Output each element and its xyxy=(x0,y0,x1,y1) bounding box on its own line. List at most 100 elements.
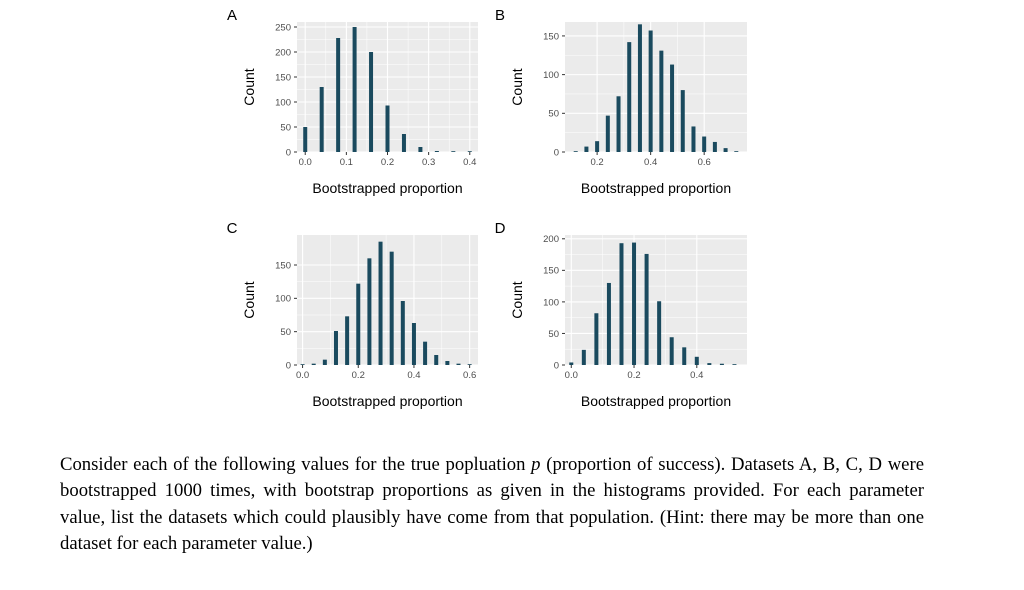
histogram-bar xyxy=(637,24,642,153)
y-tick-label: 0 xyxy=(554,147,559,158)
histogram-bar xyxy=(669,337,674,365)
histogram-bar xyxy=(723,148,728,152)
histogram-bar xyxy=(659,50,664,152)
histogram-bar xyxy=(434,355,439,365)
y-tick-label: 150 xyxy=(543,31,559,42)
histogram-bar xyxy=(389,251,394,365)
y-tick-label: 200 xyxy=(275,47,291,58)
histogram-bar xyxy=(319,87,324,152)
histogram-bar xyxy=(712,141,717,152)
y-tick-label: 200 xyxy=(543,234,559,245)
x-axis-title: Bootstrapped proportion xyxy=(312,393,462,409)
x-tick-label: 0.0 xyxy=(565,370,578,381)
y-tick-label: 100 xyxy=(543,297,559,308)
x-tick-label: 0.6 xyxy=(463,370,476,381)
y-tick-label: 50 xyxy=(280,327,291,338)
histogram-bar xyxy=(352,27,357,152)
histogram-bar xyxy=(356,283,361,365)
histogram-bar xyxy=(657,301,662,365)
y-tick-label: 50 xyxy=(548,329,559,340)
histogram-bar xyxy=(434,151,439,152)
panel-d: 0.0 0.2 0.4 0 50 100 150 200 D Bootstrapped propo… xyxy=(495,220,747,409)
x-tick-label: 0.2 xyxy=(352,370,365,381)
x-tick-label: 0.4 xyxy=(407,370,420,381)
y-axis-title: Count xyxy=(509,281,525,318)
x-tick-label: 0.4 xyxy=(463,157,476,168)
histogram-bar xyxy=(569,362,574,365)
histogram-bar xyxy=(707,363,712,365)
histogram-bar xyxy=(584,146,589,152)
x-tick-label: 0.3 xyxy=(422,157,435,168)
histogram-bar xyxy=(594,313,599,365)
x-axis-title: Bootstrapped proportion xyxy=(581,180,731,196)
histogram-bar xyxy=(573,151,578,152)
histogram-bar xyxy=(632,242,637,365)
histogram-bar xyxy=(605,115,610,152)
histogram-bar xyxy=(423,341,428,365)
y-tick-label: 100 xyxy=(275,97,291,108)
histogram-bar xyxy=(400,301,405,365)
y-tick-label: 150 xyxy=(543,266,559,277)
question-text: Consider each of the following values fo… xyxy=(60,452,924,558)
x-tick-label: 0.4 xyxy=(690,370,703,381)
histogram-bar xyxy=(619,243,624,365)
panel-background xyxy=(297,235,478,365)
x-tick-label: 0.4 xyxy=(644,157,657,168)
histogram-bar xyxy=(702,136,707,152)
y-tick-label: 150 xyxy=(275,260,291,271)
x-tick-label: 0.6 xyxy=(698,157,711,168)
histogram-bar xyxy=(595,141,600,152)
question-text-start: Consider each of the following values fo… xyxy=(60,454,532,475)
histogram-bar xyxy=(401,134,406,152)
histogram-bar xyxy=(411,323,416,365)
x-tick-label: 0.0 xyxy=(299,157,312,168)
histogram-bar xyxy=(300,364,305,365)
y-tick-label: 150 xyxy=(275,72,291,83)
histogram-bar xyxy=(311,363,316,365)
panel-label: C xyxy=(227,220,238,237)
histogram-bar xyxy=(303,127,308,152)
histogram-bar xyxy=(694,356,699,365)
histogram-bar xyxy=(644,253,649,365)
y-axis-title: Count xyxy=(509,68,525,105)
histogram-bar xyxy=(581,349,586,365)
panel-label: B xyxy=(495,7,505,24)
histogram-bar xyxy=(336,38,341,152)
histogram-bar xyxy=(333,331,338,365)
y-tick-label: 0 xyxy=(286,360,291,371)
histogram-bar xyxy=(451,151,456,152)
histogram-figure: 0.0 0.1 0.2 0.3 0.4 0 50 100 150 200 250 A Bootstrap… xyxy=(227,7,747,409)
histogram-bar xyxy=(418,147,423,152)
y-tick-label: 50 xyxy=(548,109,559,120)
panel-background xyxy=(565,22,747,152)
y-tick-label: 0 xyxy=(286,147,291,158)
panel-a: 0.0 0.1 0.2 0.3 0.4 0 50 100 150 200 250 A Bootstrap… xyxy=(227,7,478,196)
panel-c: 0.0 0.2 0.4 0.6 0 50 100 150 C Bootstrapped propo… xyxy=(227,220,478,409)
x-tick-label: 0.0 xyxy=(296,370,309,381)
y-tick-label: 0 xyxy=(554,360,559,371)
histogram-bar xyxy=(369,52,374,152)
y-axis-title: Count xyxy=(241,68,257,105)
histogram-bar xyxy=(719,363,724,365)
x-tick-label: 0.1 xyxy=(340,157,353,168)
histogram-bar xyxy=(367,258,372,365)
histogram-bar xyxy=(456,363,461,365)
y-tick-label: 250 xyxy=(275,22,291,33)
histogram-bar xyxy=(616,96,621,152)
histogram-bar xyxy=(385,105,390,152)
y-tick-label: 50 xyxy=(280,122,291,133)
panel-b: 0.2 0.4 0.6 0 50 100 150 B Bootstrapped proporti… xyxy=(495,7,747,196)
histogram-bar xyxy=(345,316,350,365)
histogram-bar xyxy=(322,359,327,365)
panel-label: A xyxy=(227,7,237,24)
histogram-bar xyxy=(670,64,675,152)
question-text-end: (proportion of success). Datasets A, B, … xyxy=(60,454,924,555)
y-tick-label: 100 xyxy=(543,70,559,81)
histogram-bar xyxy=(680,90,685,152)
x-axis-title: Bootstrapped proportion xyxy=(581,393,731,409)
x-tick-label: 0.2 xyxy=(381,157,394,168)
histogram-bar xyxy=(691,126,696,152)
histogram-bar xyxy=(627,42,632,152)
y-tick-label: 100 xyxy=(275,294,291,305)
histogram-bar xyxy=(445,361,450,365)
